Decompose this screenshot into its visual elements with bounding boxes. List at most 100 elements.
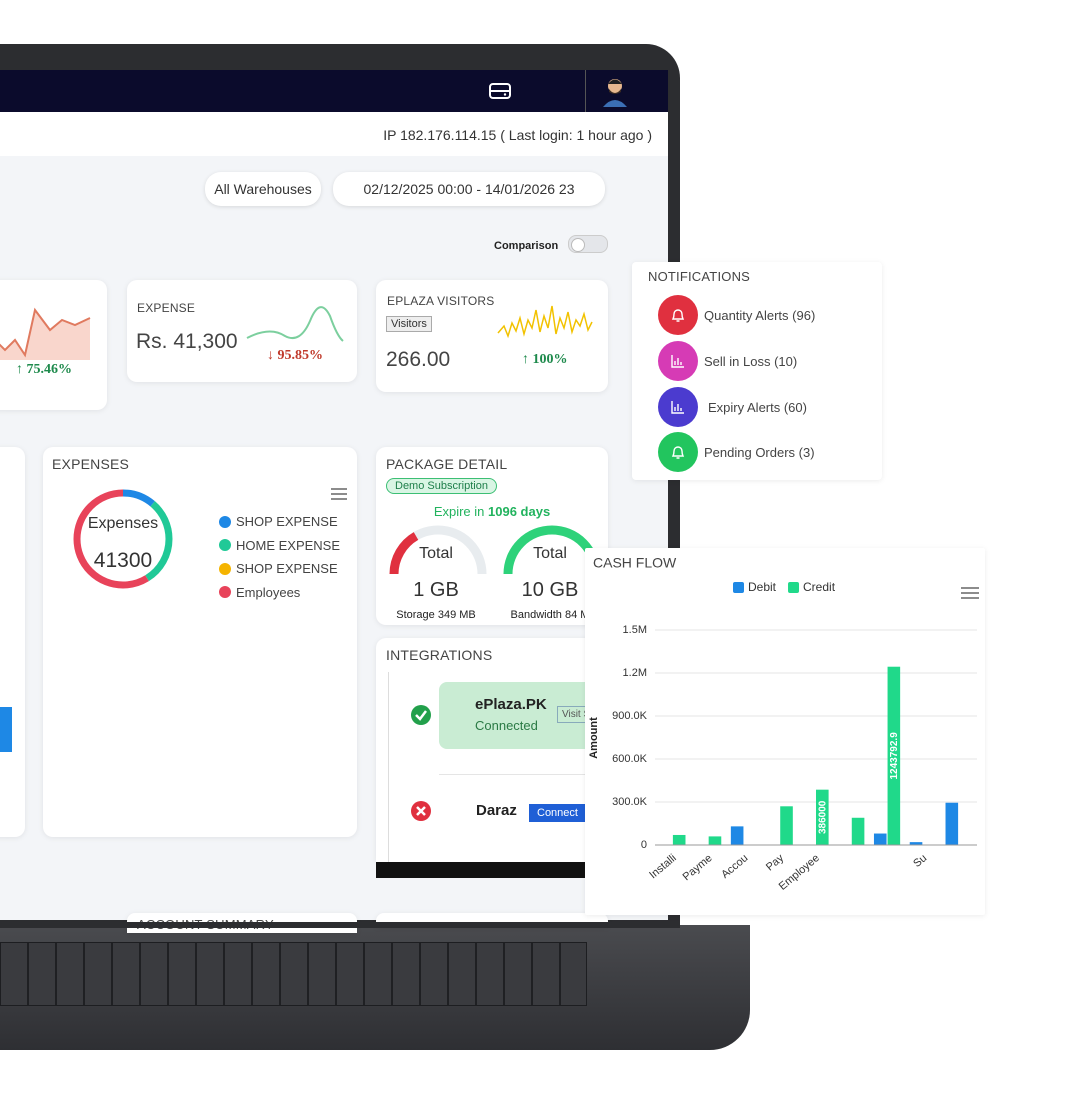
- connect-button[interactable]: Connect: [529, 804, 586, 822]
- donut-segment: [73, 489, 173, 589]
- legend-swatch: [219, 562, 231, 575]
- bar: [945, 802, 959, 845]
- bar: [672, 834, 686, 845]
- stat-title: EPLAZA VISITORS: [387, 294, 495, 308]
- expenses-panel: EXPENSES Expenses 41300 SHOP EXPENSE HOME…: [43, 447, 357, 837]
- bar-label: 1243792.9: [889, 732, 900, 780]
- y-tick-label: 1.2M: [623, 667, 647, 679]
- bar: [816, 789, 829, 845]
- donut-value: 41300: [93, 549, 153, 572]
- stat-change: ↑ 100%: [522, 352, 568, 367]
- gauge-value: 10 GB: [521, 579, 579, 601]
- legend-swatch: [219, 586, 231, 599]
- notification[interactable]: Expiry Alerts (60): [658, 386, 807, 428]
- server-icon[interactable]: [488, 80, 512, 102]
- partial-bar: [0, 707, 12, 752]
- x-tick-label: Pay: [764, 852, 787, 874]
- cash-flow-chart: CASH FLOW Amount 0 300.0K 600.0K 900.0K 1.2M…: [588, 555, 979, 893]
- x-tick-label: Su: [911, 852, 929, 870]
- legend-swatch: [733, 582, 744, 593]
- panel-title: NOTIFICATIONS: [648, 269, 751, 284]
- expiry-days: 1096 days: [488, 504, 551, 519]
- stat-change: ↑ 75.46%: [16, 362, 72, 377]
- disconnected-icon: [411, 801, 431, 821]
- stat-value: Rs. 41,300: [136, 330, 238, 353]
- y-tick-label: 0: [641, 839, 647, 851]
- expiry: Expire in 1096 days: [376, 504, 608, 519]
- y-tick-label: 1.5M: [623, 624, 647, 636]
- header-bar: [0, 112, 668, 156]
- legend-label: Employees: [236, 584, 301, 600]
- donut-label: Expenses: [87, 515, 159, 532]
- legend-swatch: [219, 539, 231, 552]
- stat-card: EXPENSE Rs. 41,300 ↓ 95.85%: [127, 280, 357, 382]
- connected-icon: [411, 705, 431, 725]
- bar: [873, 833, 887, 845]
- donut-segment: [73, 489, 173, 589]
- bar: [708, 836, 722, 845]
- y-axis-label: Amount: [588, 717, 600, 759]
- panel-title: EXPENSES: [52, 456, 130, 472]
- notification[interactable]: Sell in Loss (10): [658, 340, 797, 382]
- menu-icon[interactable]: [961, 587, 979, 599]
- stat-change: ↓ 95.85%: [267, 348, 323, 363]
- notification[interactable]: Quantity Alerts (96): [658, 294, 815, 336]
- notification[interactable]: Pending Orders (3): [658, 431, 815, 473]
- top-nav: [0, 70, 668, 112]
- y-tick-label: 900.0K: [612, 710, 648, 722]
- legend-label: SHOP EXPENSE: [236, 561, 338, 577]
- bar: [887, 666, 901, 845]
- notifications-panel: NOTIFICATIONS Quantity Alerts (96) Sell …: [632, 262, 882, 480]
- scrollbar: [376, 862, 608, 878]
- subscription-badge: Demo Subscription: [386, 478, 497, 494]
- gauge-label: Total: [533, 545, 567, 562]
- stat-badge: Visitors: [386, 316, 432, 332]
- stat-card: ↑ 75.46%: [0, 280, 107, 410]
- gauge-label: Total: [419, 545, 453, 562]
- legend-item: SHOP EXPENSE: [219, 510, 340, 534]
- date-range[interactable]: 02/12/2025 00:00 - 14/01/2026 23: [333, 172, 605, 206]
- legend-item: HOME EXPENSE: [219, 534, 340, 558]
- chart-title: CASH FLOW: [593, 555, 677, 571]
- notification-text: Expiry Alerts (60): [708, 399, 807, 415]
- notification-text: Quantity Alerts (96): [704, 307, 816, 323]
- panel-title: PACKAGE DETAIL: [386, 456, 508, 472]
- bar-label: 386000: [817, 800, 828, 834]
- login-info: IP 182.176.114.15 ( Last login: 1 hour a…: [383, 127, 652, 143]
- cash-flow-panel: CASH FLOW Amount 0 300.0K 600.0K 900.0K 1.2M…: [585, 548, 985, 915]
- stat-title: EXPENSE: [137, 301, 196, 315]
- x-tick-label: Installi: [647, 852, 679, 881]
- stat-value: 266.00: [386, 348, 451, 371]
- package-panel: PACKAGE DETAIL Demo Subscription Expire …: [376, 447, 608, 625]
- integration-status: Connected: [475, 718, 538, 733]
- warehouse-filter[interactable]: All Warehouses: [205, 172, 321, 206]
- avatar[interactable]: [600, 75, 630, 107]
- integration-card[interactable]: ePlaza.PK Connected Visit S: [439, 682, 608, 749]
- expiry-prefix: Expire in: [433, 504, 485, 519]
- x-tick-label: Payme: [681, 852, 715, 883]
- stat-card: EPLAZA VISITORS Visitors 266.00 ↑ 100%: [376, 280, 608, 392]
- sparkline: [0, 307, 91, 360]
- sparkline: [497, 305, 593, 339]
- comparison-toggle[interactable]: [568, 235, 608, 253]
- bar: [780, 806, 793, 845]
- keyboard: [0, 942, 587, 1006]
- y-tick-label: 600.0K: [612, 753, 648, 765]
- legend-label: Debit: [748, 580, 777, 594]
- donut-chart: [73, 489, 173, 589]
- menu-icon[interactable]: [329, 487, 349, 501]
- gauge-value: 1 GB: [413, 579, 459, 601]
- legend-label: Credit: [803, 580, 836, 594]
- bezel-bottom: [0, 922, 680, 928]
- legend-swatch: [219, 515, 231, 528]
- integrations-panel: INTEGRATIONS ePlaza.PK Connected Visit S…: [376, 638, 608, 862]
- y-tick-label: 300.0K: [612, 796, 648, 808]
- bar: [909, 842, 923, 845]
- bar: [730, 826, 744, 845]
- integration-name: Daraz: [476, 802, 517, 819]
- integration-name: ePlaza.PK: [475, 696, 547, 713]
- legend-label: SHOP EXPENSE: [236, 514, 338, 530]
- gauge-caption: Bandwidth 84 M: [510, 609, 590, 621]
- legend: SHOP EXPENSE HOME EXPENSE SHOP EXPENSE Empl…: [219, 510, 340, 604]
- timeline: [388, 672, 389, 862]
